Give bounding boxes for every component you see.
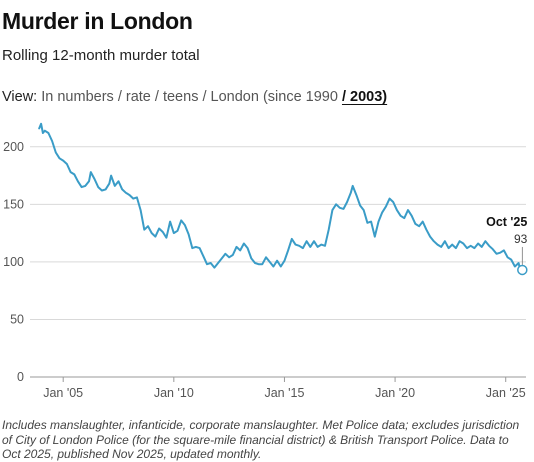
view-option-numbers[interactable]: In numbers — [41, 89, 114, 105]
annotation-value-label: 93 — [514, 232, 528, 246]
x-tick-label: Jan '15 — [264, 386, 304, 400]
y-tick-label: 0 — [17, 370, 24, 384]
x-tick-label: Jan '10 — [154, 386, 194, 400]
view-separator: / — [202, 89, 207, 105]
view-option-2003-active[interactable]: / 2003) — [342, 89, 387, 105]
x-tick-label: Jan '05 — [43, 386, 83, 400]
y-tick-label: 200 — [3, 140, 24, 154]
chart-subtitle: Rolling 12-month murder total — [2, 47, 200, 64]
y-axis-ticks: 0 50 100 150 200 — [3, 140, 24, 384]
view-option-teens[interactable]: teens — [162, 89, 199, 105]
y-tick-label: 50 — [10, 312, 24, 326]
line-chart: 0 50 100 150 200 Jan '05 Jan '10 Jan '15 Jan '2… — [3, 122, 528, 400]
x-tick-label: Jan '20 — [375, 386, 415, 400]
view-option-london-since-1990[interactable]: London (since 1990 — [210, 89, 338, 105]
view-separator: / — [341, 89, 346, 105]
latest-point-marker[interactable] — [517, 264, 528, 276]
x-tick-label: Jan '25 — [486, 386, 526, 400]
x-axis-ticks: Jan '05 Jan '10 Jan '15 Jan '20 Jan '25 — [43, 377, 526, 400]
series-line — [38, 122, 524, 273]
annotations: Oct '25 93 — [486, 215, 528, 276]
footnote: Includes manslaughter, infanticide, corp… — [2, 418, 520, 461]
view-option-rate[interactable]: rate — [125, 89, 151, 105]
y-tick-label: 100 — [3, 255, 24, 269]
view-separator: / — [154, 89, 159, 105]
series-layer — [38, 122, 524, 273]
view-selector: View: In numbers / rate / teens / London… — [2, 89, 387, 105]
view-separator: / — [117, 89, 122, 105]
view-prefix: View: — [2, 89, 38, 105]
annotation-date-label: Oct '25 — [486, 215, 527, 229]
view-option-2003-label: 2003) — [350, 89, 388, 105]
chart-title: Murder in London — [2, 8, 193, 34]
y-tick-label: 150 — [3, 197, 24, 211]
